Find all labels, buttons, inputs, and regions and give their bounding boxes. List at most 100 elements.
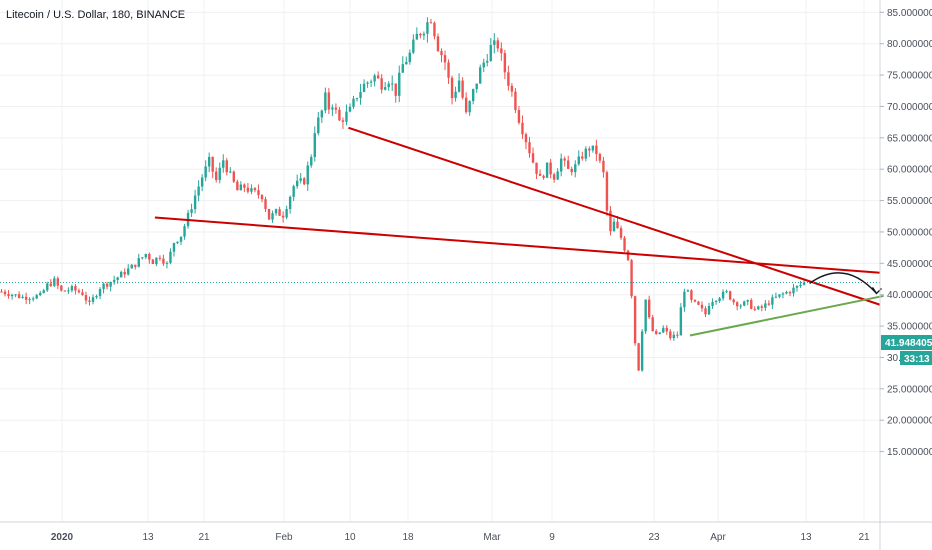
time-tick-label: 13 [142, 532, 154, 543]
candle-body [232, 171, 236, 182]
candle-body [739, 305, 742, 307]
candle-body [651, 317, 654, 332]
candle-body [7, 294, 10, 297]
candle-body [475, 83, 478, 90]
candle-body [771, 297, 774, 305]
price-tick-label: 25.000000 [887, 384, 932, 395]
candle-body [482, 62, 485, 68]
candle-body [155, 257, 158, 265]
candle-body [49, 283, 52, 286]
candle-body [148, 253, 151, 260]
candle-body [158, 257, 162, 259]
candle-body [193, 195, 197, 210]
candle-body [74, 286, 77, 291]
candle-body [253, 188, 257, 191]
candle-body [447, 62, 450, 78]
candle-body [665, 327, 668, 332]
candle-body [306, 165, 309, 185]
candle-body [35, 295, 38, 299]
price-tick-label: 55.000000 [887, 196, 932, 207]
time-tick-label: Feb [275, 532, 293, 543]
candle-body [102, 283, 105, 290]
time-tick-label: Apr [710, 532, 726, 543]
candle-body [91, 297, 95, 302]
candle-body [299, 178, 302, 181]
price-tick-label: 70.000000 [887, 102, 932, 113]
candle-body [760, 306, 764, 308]
candle-body [373, 75, 376, 82]
candle-body [141, 257, 144, 259]
candle-body [137, 258, 140, 267]
candle-body [795, 285, 799, 288]
price-tick-label: 65.000000 [887, 133, 932, 144]
candle-body [637, 343, 640, 371]
candle-body [704, 308, 707, 315]
price-tick-label: 60.000000 [887, 165, 932, 176]
time-scale[interactable]: 2020 13 21 Feb 10 18 Mar 9 23 Apr 13 21 [51, 532, 870, 543]
candle-body [313, 133, 316, 157]
candle-body [218, 167, 221, 180]
candle-body [563, 158, 566, 161]
candle-body [623, 237, 626, 251]
candle-body [486, 60, 489, 63]
candle-body [471, 89, 475, 102]
last-price-badge-bg [881, 335, 932, 350]
candle-body [401, 64, 404, 73]
resistance-trendline[interactable] [154, 216, 881, 274]
candle-body [750, 299, 753, 309]
time-tick-label: 21 [858, 532, 870, 543]
support-trendline[interactable] [689, 294, 884, 337]
time-tick-label: 10 [344, 532, 356, 543]
candle-body [721, 291, 725, 299]
candle-body [503, 53, 507, 73]
candle-body [697, 301, 700, 305]
candle-body [714, 300, 718, 302]
price-tick-label: 40.000000 [887, 290, 932, 301]
candle-body [324, 92, 327, 111]
candle-body [84, 295, 88, 301]
candle-body [570, 168, 573, 173]
time-tick-label: 18 [402, 532, 414, 543]
candle-body [338, 109, 341, 121]
time-tick-label: 23 [648, 532, 660, 543]
candle-body [229, 171, 232, 173]
candle-body [172, 243, 176, 252]
candle-body [711, 301, 714, 306]
candle-body [144, 253, 148, 258]
candle-body [197, 186, 200, 196]
resistance-trendline[interactable] [348, 126, 881, 306]
candle-body [239, 184, 243, 191]
candle-body [165, 262, 169, 264]
candle-body [267, 208, 271, 220]
price-tick-label: 85.000000 [887, 8, 932, 19]
candle-body [24, 296, 28, 300]
candle-body [46, 283, 49, 291]
candle-body [725, 291, 728, 293]
candle-body [605, 172, 609, 211]
time-tick-label: Mar [483, 532, 501, 543]
candle-body [190, 209, 193, 213]
candle-body [310, 156, 313, 166]
candle-body [369, 81, 373, 83]
candle-body [581, 156, 584, 159]
candle-body [391, 83, 394, 85]
candle-body [658, 332, 661, 334]
candle-body [683, 291, 686, 308]
candle-body [609, 210, 612, 232]
candle-body [524, 134, 528, 143]
candle-body [10, 294, 14, 297]
candle-body [81, 292, 84, 296]
candle-body [112, 279, 116, 282]
candle-body [454, 91, 457, 99]
candle-body [718, 298, 721, 301]
candle-body [707, 305, 711, 315]
candle-body [236, 181, 239, 191]
candle-body [285, 209, 288, 218]
time-tick-label: 2020 [51, 532, 74, 543]
candle-body [757, 306, 760, 310]
last-price-badge: 41.948405 33:13 [881, 335, 932, 365]
candle-body [42, 290, 45, 293]
candle-body [376, 75, 380, 79]
